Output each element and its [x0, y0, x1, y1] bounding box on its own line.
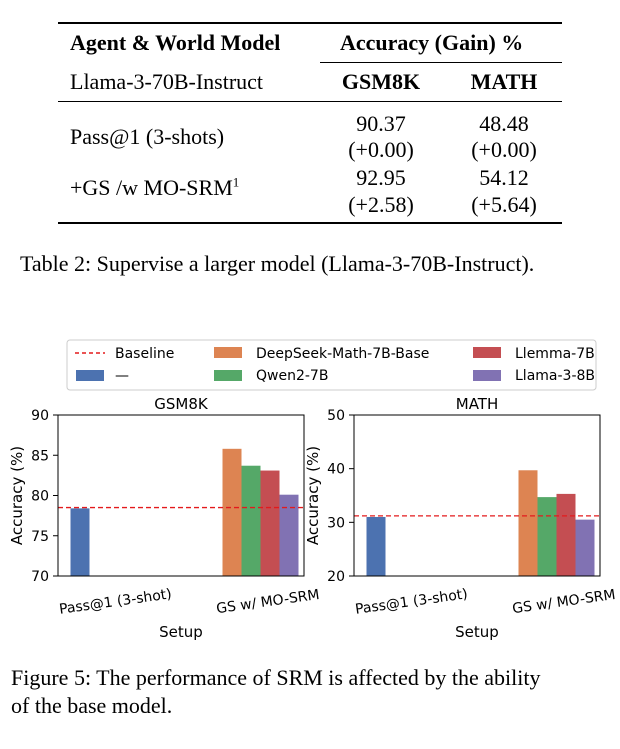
bar — [241, 465, 261, 576]
axes-frame — [57, 414, 305, 577]
x-tick-label: GS w/ MO-SRM — [511, 587, 616, 617]
row-label: Pass@1 (3-shots) — [70, 124, 225, 149]
y-tick-label: 20 — [327, 569, 345, 585]
row1-math-gain: (+0.00) — [471, 137, 537, 162]
legend-label: Qwen2-7B — [256, 368, 328, 384]
bar — [70, 508, 90, 576]
table-bottom-rule — [58, 222, 562, 224]
table-caption: Table 2: Supervise a larger model (Llama… — [20, 251, 535, 276]
bar — [556, 493, 576, 576]
math-chart: MATH 20 30 40 50 Pass@1 (3-shot) GS w/ MO-SRM S… — [304, 395, 617, 641]
row-label: +GS /w MO-SRM1 — [70, 174, 240, 200]
gsm8k-chart: GSM8K 70 75 80 85 90 Pass@1 (3-shot) GS w/ MO-S… — [8, 395, 321, 641]
bar — [575, 519, 595, 576]
y-tick-label: 90 — [31, 408, 49, 424]
bar — [518, 470, 538, 576]
header-bottom-rule — [58, 101, 562, 102]
legend-swatch — [214, 370, 242, 381]
bar — [366, 516, 386, 576]
legend-label: Llemma-7B — [515, 346, 595, 362]
y-tick-label: 85 — [31, 448, 49, 464]
y-axis-label: Accuracy (%) — [304, 446, 322, 545]
x-axis-label: Setup — [159, 623, 203, 641]
model-name: Llama-3-70B-Instruct — [70, 69, 264, 94]
bar — [537, 497, 557, 576]
legend-swatch — [214, 347, 242, 358]
row1-gsm8k-gain: (+0.00) — [348, 137, 414, 162]
y-tick-label: 40 — [327, 462, 345, 478]
legend: Baseline — DeepSeek-Math-7B-Base Qwen2-7… — [66, 339, 597, 391]
x-axis-label: Setup — [455, 623, 499, 641]
figure-caption-line2: of the base model. — [11, 693, 173, 718]
legend-label: — — [115, 368, 129, 384]
row2-gsm8k-value: 92.95 — [356, 165, 406, 190]
header-agent-world-model: Agent & World Model — [70, 30, 281, 55]
table-top-rule — [58, 22, 562, 24]
row1-math-value: 48.48 — [479, 111, 529, 136]
x-tick-label: GS w/ MO-SRM — [215, 587, 320, 617]
y-tick-label: 75 — [31, 529, 49, 545]
figure-caption-line1: Figure 5: The performance of SRM is affe… — [11, 665, 541, 690]
x-tick-label: Pass@1 (3-shot) — [354, 586, 469, 618]
legend-swatch — [473, 347, 501, 358]
footnote-marker: 1 — [232, 174, 240, 190]
row2-math-gain: (+5.64) — [471, 192, 537, 217]
bar — [260, 470, 280, 576]
performance-figure: Baseline — DeepSeek-Math-7B-Base Qwen2-7… — [8, 339, 617, 641]
y-axis-label: Accuracy (%) — [8, 446, 26, 545]
legend-label: DeepSeek-Math-7B-Base — [256, 346, 429, 362]
legend-swatch — [473, 370, 501, 381]
y-tick-label: 50 — [327, 408, 345, 424]
row2-gsm8k-gain: (+2.58) — [348, 192, 414, 217]
row1-gsm8k-value: 90.37 — [356, 111, 406, 136]
col-math: MATH — [470, 69, 538, 94]
axes-frame — [353, 414, 601, 577]
x-tick-label: Pass@1 (3-shot) — [58, 586, 173, 618]
legend-swatch — [76, 370, 104, 381]
row2-math-value: 54.12 — [479, 165, 529, 190]
header-partial-rule — [320, 62, 562, 63]
col-gsm8k: GSM8K — [341, 69, 421, 94]
legend-box — [66, 339, 597, 391]
chart-title: MATH — [456, 395, 498, 413]
legend-baseline-label: Baseline — [115, 346, 174, 362]
y-tick-label: 70 — [31, 569, 49, 585]
y-tick-label: 30 — [327, 515, 345, 531]
header-accuracy-gain: Accuracy (Gain) % — [340, 30, 524, 55]
y-tick-label: 80 — [31, 489, 49, 505]
chart-title: GSM8K — [154, 395, 209, 413]
bar — [279, 494, 299, 576]
bar — [222, 448, 242, 576]
legend-label: Llama-3-8B — [515, 368, 595, 384]
